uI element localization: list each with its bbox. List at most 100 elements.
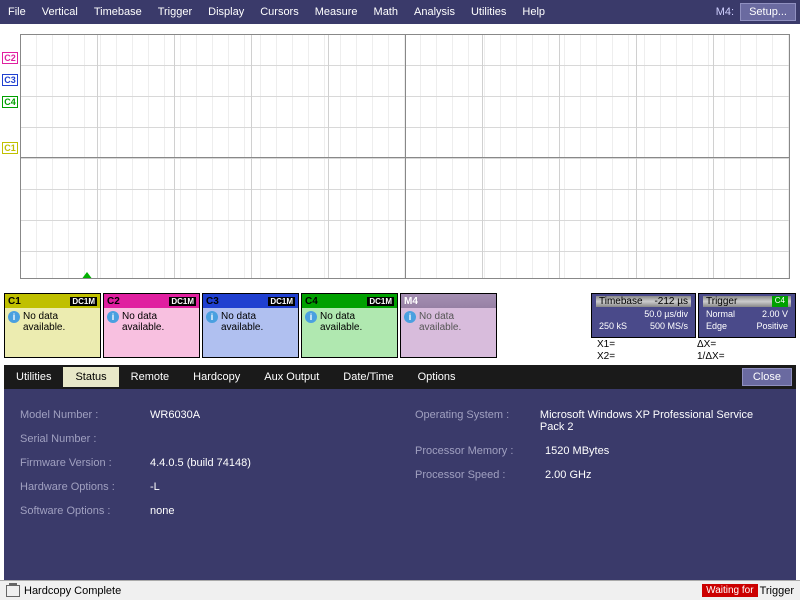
menu-help[interactable]: Help xyxy=(514,6,553,18)
trigger-type: Edge xyxy=(706,320,727,332)
cursor-x2: X2= xyxy=(597,351,697,362)
timebase-rate: 500 MS/s xyxy=(650,320,688,332)
status-row: Processor Speed :2.00 GHz xyxy=(415,469,780,481)
status-label: Processor Memory : xyxy=(415,445,545,457)
menu-cursors[interactable]: Cursors xyxy=(252,6,307,18)
trigger-title: Trigger xyxy=(706,296,737,307)
cursor-x1: X1= xyxy=(597,339,697,350)
menu-file[interactable]: File xyxy=(0,6,34,18)
coupling-badge: DC1M xyxy=(268,297,295,306)
channel-box-msg: No data available. xyxy=(320,311,394,333)
trigger-mode: Normal xyxy=(706,308,735,320)
status-row: Software Options :none xyxy=(20,505,385,517)
info-icon: i xyxy=(206,311,218,323)
timebase-title: Timebase xyxy=(599,296,643,307)
tab-options[interactable]: Options xyxy=(406,367,468,387)
menu-analysis[interactable]: Analysis xyxy=(406,6,463,18)
waveform-grid[interactable] xyxy=(20,34,790,279)
info-icon: i xyxy=(305,311,317,323)
status-row: Serial Number : xyxy=(20,433,385,445)
status-row: Operating System :Microsoft Windows XP P… xyxy=(415,409,780,433)
status-body: Model Number :WR6030A Serial Number : Firm… xyxy=(4,389,796,549)
footer: Hardcopy Complete Waiting for Trigger xyxy=(0,580,800,600)
status-row: Processor Memory :1520 MBytes xyxy=(415,445,780,457)
coupling-badge: DC1M xyxy=(169,297,196,306)
timebase-scale: 50.0 µs/div xyxy=(644,308,688,320)
status-row: Firmware Version :4.4.0.5 (build 74148) xyxy=(20,457,385,469)
status-row: Hardware Options :-L xyxy=(20,481,385,493)
status-panel: UtilitiesStatusRemoteHardcopyAux OutputD… xyxy=(4,365,796,580)
channel-box-id: C3 xyxy=(206,296,219,307)
coupling-badge: DC1M xyxy=(367,297,394,306)
status-label: Model Number : xyxy=(20,409,150,421)
menu-math[interactable]: Math xyxy=(366,6,406,18)
channel-box-id: C1 xyxy=(8,296,21,307)
channel-label-c1: C1 xyxy=(2,142,18,154)
channel-box-msg: No data available. xyxy=(221,311,295,333)
timebase-samples: 250 kS xyxy=(599,320,627,332)
channel-label-c2: C2 xyxy=(2,52,18,64)
m4-box-msg: No data available. xyxy=(419,311,493,333)
setup-button[interactable]: Setup... xyxy=(740,3,796,21)
info-icon: i xyxy=(107,311,119,323)
status-value: -L xyxy=(150,481,160,493)
trigger-badge: C4 xyxy=(772,296,788,307)
tab-datetime[interactable]: Date/Time xyxy=(331,367,405,387)
trigger-slope: Positive xyxy=(756,320,788,332)
timebase-pos: -212 µs xyxy=(654,296,688,307)
channel-box-msg: No data available. xyxy=(23,311,97,333)
tab-status[interactable]: Status xyxy=(63,367,118,387)
channel-box-c4[interactable]: C4DC1MiNo data available. xyxy=(301,293,398,358)
channel-row: C1DC1MiNo data available.C2DC1MiNo data … xyxy=(0,289,800,363)
side-info: Timebase -212 µs 50.0 µs/div 250 kS 500 MS… xyxy=(591,293,796,363)
status-label: Firmware Version : xyxy=(20,457,150,469)
tab-utilities[interactable]: Utilities xyxy=(4,367,63,387)
trigger-box[interactable]: Trigger C4 Normal 2.00 V Edge Positive xyxy=(698,293,796,338)
cursor-dx: ΔX= xyxy=(697,339,716,350)
coupling-badge: DC1M xyxy=(70,297,97,306)
menu-timebase[interactable]: Timebase xyxy=(86,6,150,18)
status-value: 4.4.0.5 (build 74148) xyxy=(150,457,251,469)
channel-box-id: C2 xyxy=(107,296,120,307)
menubar: File Vertical Timebase Trigger Display C… xyxy=(0,0,800,24)
status-value: none xyxy=(150,505,174,517)
status-row: Model Number :WR6030A xyxy=(20,409,385,421)
menu-display[interactable]: Display xyxy=(200,6,252,18)
tab-hardcopy[interactable]: Hardcopy xyxy=(181,367,252,387)
timebase-box[interactable]: Timebase -212 µs 50.0 µs/div 250 kS 500 MS… xyxy=(591,293,696,338)
channel-label-c3: C3 xyxy=(2,74,18,86)
footer-trigger: Trigger xyxy=(760,585,794,597)
status-value: 1520 MBytes xyxy=(545,445,609,457)
menu-measure[interactable]: Measure xyxy=(307,6,366,18)
status-label: Software Options : xyxy=(20,505,150,517)
cursor-invdx: 1/ΔX= xyxy=(697,351,725,362)
tab-remote[interactable]: Remote xyxy=(119,367,182,387)
trigger-level: 2.00 V xyxy=(762,308,788,320)
tab-auxoutput[interactable]: Aux Output xyxy=(252,367,331,387)
info-icon: i xyxy=(404,311,416,323)
menu-trigger[interactable]: Trigger xyxy=(150,6,200,18)
trigger-marker-icon xyxy=(81,272,93,279)
menu-utilities[interactable]: Utilities xyxy=(463,6,514,18)
footer-msg: Hardcopy Complete xyxy=(24,585,121,597)
waiting-badge: Waiting for xyxy=(702,584,757,597)
m4-label: M4: xyxy=(710,6,740,18)
channel-label-c4: C4 xyxy=(2,96,18,108)
status-label: Serial Number : xyxy=(20,433,150,445)
channel-box-msg: No data available. xyxy=(122,311,196,333)
info-icon: i xyxy=(8,311,20,323)
status-label: Operating System : xyxy=(415,409,540,433)
status-label: Processor Speed : xyxy=(415,469,545,481)
tab-row: UtilitiesStatusRemoteHardcopyAux OutputD… xyxy=(4,365,796,389)
status-value: Microsoft Windows XP Professional Servic… xyxy=(540,409,780,433)
printer-icon xyxy=(6,585,20,597)
channel-box-c2[interactable]: C2 DC1M iNo data available. xyxy=(103,293,200,358)
m4-box[interactable]: M4 i No data available. xyxy=(400,293,497,358)
channel-box-c1[interactable]: C1 DC1M iNo data available. xyxy=(4,293,101,358)
m4-box-id: M4 xyxy=(404,296,418,307)
channel-box-c3[interactable]: C3 DC1M iNo data available. xyxy=(202,293,299,358)
status-value: 2.00 GHz xyxy=(545,469,591,481)
close-button[interactable]: Close xyxy=(742,368,792,386)
menu-vertical[interactable]: Vertical xyxy=(34,6,86,18)
status-label: Hardware Options : xyxy=(20,481,150,493)
